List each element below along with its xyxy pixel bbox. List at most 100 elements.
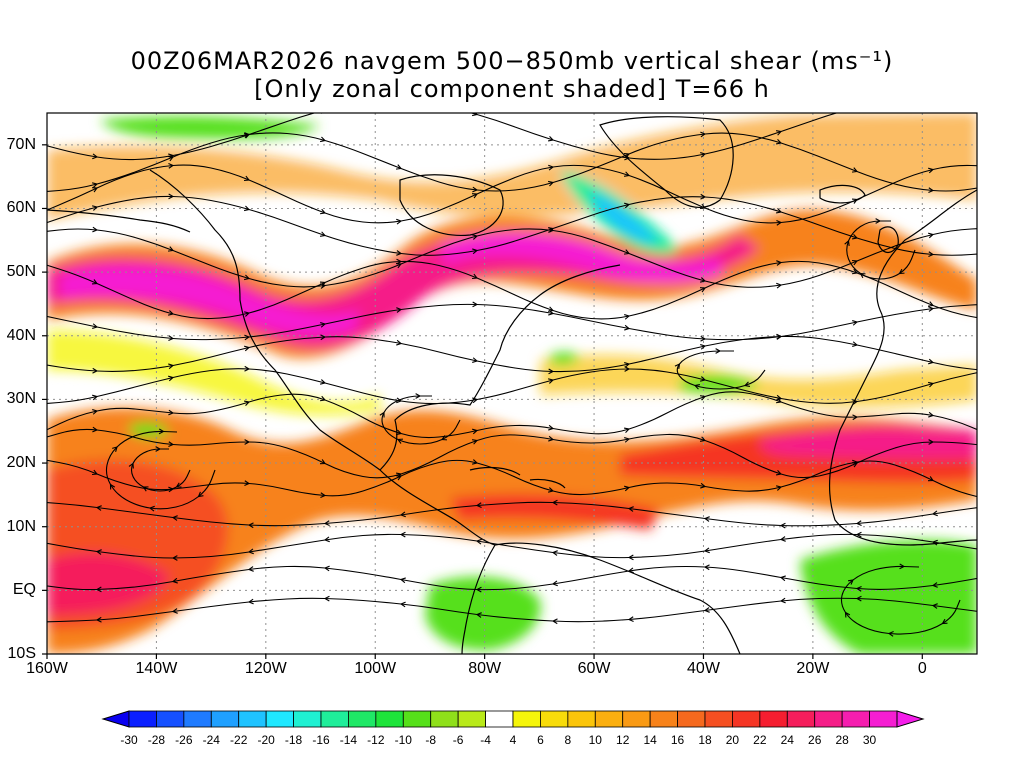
streamline	[105, 430, 216, 510]
colorbar-label: 30	[862, 733, 877, 747]
streamline-arrow	[779, 575, 786, 582]
streamline-arrow	[703, 564, 710, 571]
streamline-arrow	[247, 566, 254, 572]
streamline-arrow	[168, 335, 175, 342]
streamline-arrow	[700, 193, 707, 200]
streamline-arrow	[319, 281, 327, 287]
streamline-arrow	[471, 439, 479, 445]
streamline-arrow	[320, 322, 327, 328]
colorbar-swatch	[540, 710, 569, 728]
colorbar-swatch	[238, 710, 267, 728]
streamline-arrow	[674, 363, 681, 370]
streamline-arrow	[852, 459, 859, 466]
streamline-arrow	[92, 226, 99, 233]
streamline-arrow	[244, 132, 251, 138]
streamline-arrow	[92, 205, 99, 211]
colorbar-label: 14	[643, 733, 657, 747]
streamline-arrow	[472, 428, 479, 435]
streamline	[47, 391, 977, 439]
streamline-arrow	[548, 487, 555, 493]
colorbar-swatch	[375, 710, 404, 728]
streamline-arrow	[472, 248, 479, 255]
streamline-arrow	[158, 428, 165, 435]
streamline-arrow	[928, 99, 933, 104]
streamline-arrow	[548, 378, 555, 384]
streamline-arrow	[627, 554, 634, 561]
streamline-arrow	[92, 153, 99, 160]
streamline-arrow	[624, 324, 631, 331]
colorbar-label: -26	[175, 733, 193, 747]
streamline-arrow	[396, 307, 403, 313]
latitude-label: 20N	[6, 454, 36, 472]
streamline-arrow	[396, 250, 403, 256]
colorbar-over-triangle	[896, 710, 925, 728]
colorbar-label: -4	[480, 733, 491, 747]
streamline-arrow	[323, 595, 330, 602]
streamline-arrow	[320, 492, 327, 499]
streamline-arrow	[928, 439, 935, 445]
streamline-arrow	[875, 218, 882, 224]
streamline	[130, 448, 191, 492]
streamline-arrow	[395, 164, 403, 170]
streamline-arrow	[852, 106, 857, 111]
streamline-arrow	[624, 437, 631, 443]
longitude-label: 60W	[577, 660, 611, 677]
colorbar-swatch	[402, 710, 432, 728]
streamline-arrow	[851, 234, 859, 240]
colorbar-swatch	[210, 710, 240, 728]
streamline-arrow	[155, 446, 162, 452]
longitude-label: 0	[917, 660, 927, 677]
colorbar-swatch	[786, 710, 816, 728]
colorbar-label: 24	[780, 733, 794, 747]
streamline-arrow	[92, 182, 99, 188]
streamline-arrow	[623, 152, 631, 159]
streamline-arrow	[395, 475, 403, 481]
streamline-arrow	[700, 376, 707, 382]
latitude-label: 10S	[7, 645, 36, 662]
colorbar-swatch	[704, 710, 733, 728]
streamline-arrow	[928, 187, 935, 194]
streamline	[47, 428, 977, 479]
streamline	[47, 164, 977, 224]
streamline-arrow	[472, 234, 479, 240]
streamline-arrow	[928, 232, 935, 239]
streamline-arrow	[472, 357, 479, 363]
streamline-arrow	[399, 601, 406, 608]
streamline-arrow	[775, 397, 783, 404]
streamline-arrow	[898, 268, 905, 275]
colorbar-swatch	[567, 710, 596, 728]
streamline-arrow	[779, 536, 786, 542]
streamline-arrow	[243, 205, 251, 212]
streamline-arrow	[95, 505, 102, 511]
streamline-arrow	[551, 550, 558, 556]
streamline-arrow	[624, 202, 631, 209]
colorbar-swatch	[649, 710, 678, 728]
colorbar-label: -8	[425, 733, 437, 747]
streamline	[846, 220, 916, 280]
streamline-arrow	[92, 394, 99, 401]
streamline-arrow	[700, 131, 707, 138]
streamline-arrow	[112, 446, 118, 452]
streamline-arrow	[167, 246, 175, 252]
colorbar-swatch	[594, 710, 624, 728]
streamline-arrow	[92, 409, 99, 415]
streamline-arrow	[623, 427, 631, 433]
streamline-arrow	[699, 395, 707, 401]
streamline-arrow	[95, 549, 102, 555]
streamline-arrow	[92, 367, 99, 374]
streamline-arrow	[928, 411, 935, 418]
streamline-arrow	[95, 586, 102, 593]
streamline	[47, 501, 977, 527]
streamline-arrow	[323, 536, 330, 543]
streamline-arrow	[547, 180, 555, 187]
latitude-label: 70N	[6, 135, 36, 153]
streamline-arrow	[168, 162, 175, 169]
streamline-arrow	[168, 193, 175, 200]
streamline-arrow	[699, 287, 707, 293]
streamline-arrow	[247, 522, 254, 529]
streamline-arrow	[852, 414, 859, 421]
latitude-label: EQ	[12, 581, 36, 599]
streamline-arrow	[142, 486, 149, 492]
streamline-arrow	[548, 164, 555, 171]
